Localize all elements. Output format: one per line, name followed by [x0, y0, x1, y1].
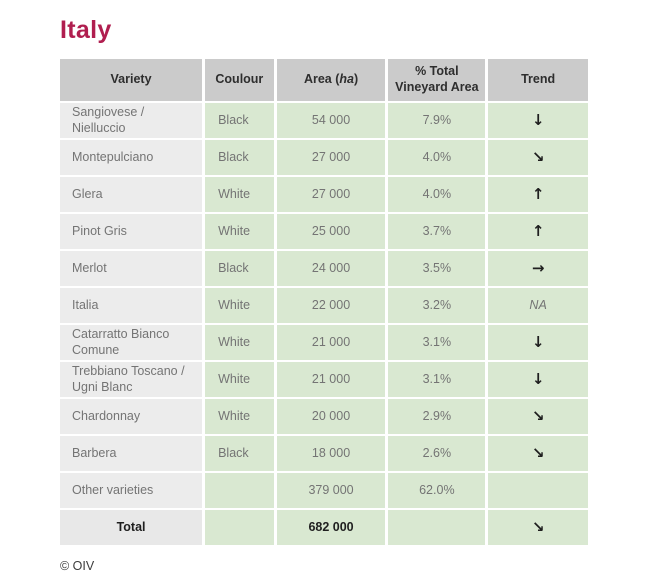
- trend-cell: [488, 473, 588, 508]
- colour-cell: White: [205, 288, 274, 323]
- colour-cell: White: [205, 325, 274, 360]
- trend-cell: ↓: [488, 103, 588, 138]
- variety-cell: Pinot Gris: [60, 214, 203, 249]
- area-cell: 18 000: [276, 436, 386, 471]
- variety-cell: Trebbiano Toscano / Ugni Blanc: [60, 362, 203, 397]
- trend-cell: ↓: [488, 325, 588, 360]
- table-row: Italia White 22 000 3.2% NA: [60, 288, 588, 323]
- column-header-variety: Variety: [60, 59, 203, 101]
- table-row: Pinot Gris White 25 000 3.7% ↑: [60, 214, 588, 249]
- trend-cell: ↓: [488, 362, 588, 397]
- column-header-colour: Coulour: [205, 59, 274, 101]
- pct-cell: 3.1%: [388, 325, 486, 360]
- total-row: Total 682 000 ↘: [60, 510, 588, 545]
- variety-cell: Catarratto Bianco Comune: [60, 325, 203, 360]
- pct-cell: 4.0%: [388, 140, 486, 175]
- column-header-area: Area (ha): [276, 59, 386, 101]
- pct-cell: [388, 510, 486, 545]
- column-header-variety-label: Variety: [110, 72, 152, 87]
- trend-cell: NA: [488, 288, 588, 323]
- area-cell: 20 000: [276, 399, 386, 434]
- pct-cell: 3.2%: [388, 288, 486, 323]
- pct-cell: 7.9%: [388, 103, 486, 138]
- column-header-pct: % Total Vineyard Area: [388, 59, 486, 101]
- variety-cell: Merlot: [60, 251, 203, 286]
- area-cell: 27 000: [276, 140, 386, 175]
- colour-cell: [205, 473, 274, 508]
- table-row: Barbera Black 18 000 2.6% ↘: [60, 436, 588, 471]
- table-row: Glera White 27 000 4.0% ↑: [60, 177, 588, 212]
- colour-cell: White: [205, 177, 274, 212]
- column-header-trend: Trend: [488, 59, 588, 101]
- column-header-area-suffix: ): [353, 72, 359, 87]
- colour-cell: White: [205, 214, 274, 249]
- variety-cell: Montepulciano: [60, 140, 203, 175]
- table-row: Sangiovese / Nielluccio Black 54 000 7.9…: [60, 103, 588, 138]
- pct-cell: 3.7%: [388, 214, 486, 249]
- table-row: Trebbiano Toscano / Ugni Blanc White 21 …: [60, 362, 588, 397]
- variety-cell: Glera: [60, 177, 203, 212]
- area-cell: 27 000: [276, 177, 386, 212]
- pct-cell: 3.1%: [388, 362, 486, 397]
- pct-cell: 2.6%: [388, 436, 486, 471]
- variety-cell: Other varieties: [60, 473, 203, 508]
- table-row: Montepulciano Black 27 000 4.0% ↘: [60, 140, 588, 175]
- trend-cell: ↘: [488, 436, 588, 471]
- table-row: Catarratto Bianco Comune White 21 000 3.…: [60, 325, 588, 360]
- pct-cell: 3.5%: [388, 251, 486, 286]
- variety-cell: Sangiovese / Nielluccio: [60, 103, 203, 138]
- area-cell: 21 000: [276, 325, 386, 360]
- area-cell: 22 000: [276, 288, 386, 323]
- total-area-cell: 682 000: [276, 510, 386, 545]
- colour-cell: [205, 510, 274, 545]
- column-header-area-unit: ha: [339, 72, 354, 87]
- trend-cell: →: [488, 251, 588, 286]
- table-row: Merlot Black 24 000 3.5% →: [60, 251, 588, 286]
- colour-cell: White: [205, 362, 274, 397]
- area-cell: 25 000: [276, 214, 386, 249]
- variety-cell: Chardonnay: [60, 399, 203, 434]
- variety-cell: Italia: [60, 288, 203, 323]
- column-header-colour-label: Coulour: [215, 72, 264, 87]
- colour-cell: Black: [205, 436, 274, 471]
- trend-cell: ↑: [488, 177, 588, 212]
- area-cell: 24 000: [276, 251, 386, 286]
- colour-cell: Black: [205, 140, 274, 175]
- column-header-pct-label: % Total Vineyard Area: [395, 64, 479, 94]
- column-header-area-label: Area (: [303, 72, 340, 87]
- pct-cell: 2.9%: [388, 399, 486, 434]
- trend-cell: ↑: [488, 214, 588, 249]
- pct-cell: 4.0%: [388, 177, 486, 212]
- column-header-trend-label: Trend: [521, 72, 556, 87]
- area-cell: 54 000: [276, 103, 386, 138]
- colour-cell: White: [205, 399, 274, 434]
- colour-cell: Black: [205, 251, 274, 286]
- header-row: Variety Coulour Area (ha) % Total Vineya…: [60, 59, 588, 101]
- area-cell: 21 000: [276, 362, 386, 397]
- vineyard-table: Variety Coulour Area (ha) % Total Vineya…: [57, 57, 591, 547]
- table-row: Chardonnay White 20 000 2.9% ↘: [60, 399, 588, 434]
- colour-cell: Black: [205, 103, 274, 138]
- area-cell: 379 000: [276, 473, 386, 508]
- total-label-cell: Total: [60, 510, 203, 545]
- trend-cell: ↘: [488, 399, 588, 434]
- variety-cell: Barbera: [60, 436, 203, 471]
- table-row: Other varieties 379 000 62.0%: [60, 473, 588, 508]
- trend-cell: ↘: [488, 140, 588, 175]
- page-title: Italy: [60, 16, 112, 44]
- trend-cell: ↘: [488, 510, 588, 545]
- pct-cell: 62.0%: [388, 473, 486, 508]
- copyright-text: © OIV: [60, 559, 95, 573]
